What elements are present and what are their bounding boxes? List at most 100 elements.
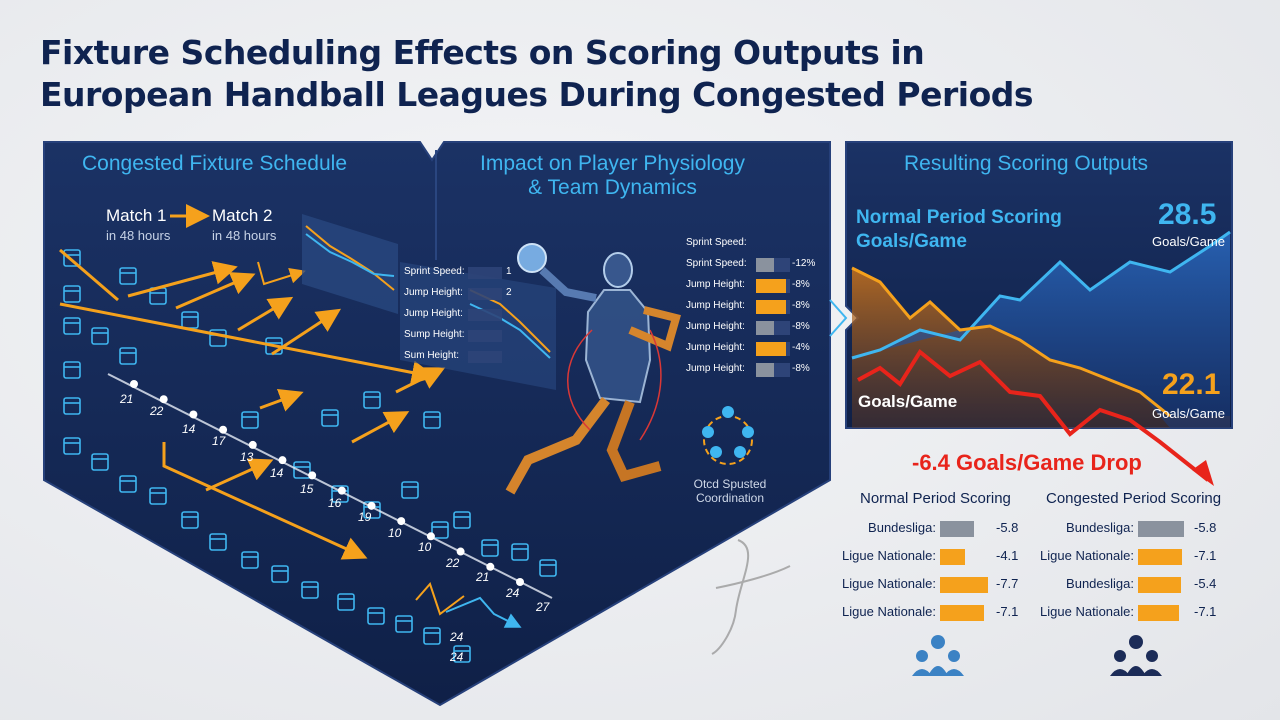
table-row-value: -5.8 xyxy=(996,520,1019,535)
physiology-heading: Impact on Player Physiology & Team Dynam… xyxy=(480,152,745,200)
congested-table-heading: Congested Period Scoring xyxy=(1046,490,1222,507)
table-row-value: -5.8 xyxy=(1194,520,1217,535)
player-torso xyxy=(584,289,652,404)
timeline-day-number: 24 xyxy=(506,586,520,600)
arrow-orange xyxy=(259,388,304,412)
timeline-day-number: 21 xyxy=(476,570,490,584)
arrow-orange xyxy=(395,367,446,394)
calendar-icon xyxy=(363,391,381,409)
title-line-2: European Handball Leagues During Congest… xyxy=(40,75,1034,114)
table-row-label: Bundesliga: xyxy=(868,520,936,535)
right-metric-label: Jump Height: xyxy=(686,342,745,353)
player-head xyxy=(603,252,633,288)
left-metric-bar xyxy=(468,330,502,342)
calendar-icon xyxy=(149,487,167,505)
physiology-chart-card xyxy=(400,262,556,390)
calendar-icon xyxy=(63,317,81,335)
timeline-dot xyxy=(397,517,406,526)
left-metric-bar xyxy=(468,351,502,363)
congested-area xyxy=(852,268,1230,428)
timeline-day-number: 14 xyxy=(270,466,284,480)
left-metric-label: Sprint Speed: xyxy=(404,266,465,277)
coordination-caption: Otcd Spusted Coordination xyxy=(690,477,770,505)
card-line-orange xyxy=(305,225,395,291)
calendar-icon xyxy=(401,481,419,499)
left-metric-label: Sump Height: xyxy=(404,329,465,340)
page-title: Fixture Scheduling Effects on Scoring Ou… xyxy=(40,32,1240,116)
right-metric-bar-fill xyxy=(756,342,786,356)
calendar-icon xyxy=(119,347,137,365)
timeline-day-number: 24 xyxy=(450,650,464,664)
arrow-orange xyxy=(59,302,436,385)
person-head xyxy=(1114,650,1126,662)
table-row-label: Ligue Nationale: xyxy=(842,576,936,591)
fatigue-chart-card xyxy=(302,214,398,314)
physiology-heading-line2: & Team Dynamics xyxy=(528,176,697,199)
table-row-label: Ligue Nationale: xyxy=(1040,548,1134,563)
timeline-day-number: 16 xyxy=(328,496,342,510)
table-row-value: -7.1 xyxy=(1194,604,1217,619)
timeline-dot xyxy=(308,471,317,480)
table-row-label: Ligue Nationale: xyxy=(1040,604,1134,619)
right-metric-value: -4% xyxy=(792,342,810,353)
table-row-bar xyxy=(1138,521,1184,537)
person-head xyxy=(742,426,754,438)
table-row-bar xyxy=(1138,605,1179,621)
calendar-icon xyxy=(539,559,557,577)
right-metric-bar-fill xyxy=(756,258,774,272)
right-metric-bar-fill xyxy=(756,321,774,335)
timeline-day-number: 15 xyxy=(300,482,314,496)
table-row-bar xyxy=(940,549,965,565)
person-head xyxy=(931,635,945,649)
match2-sub: in 48 hours xyxy=(212,228,277,243)
calendar-icon xyxy=(511,543,529,561)
normal-period-label-line2: Goals/Game xyxy=(856,231,967,252)
schedule-heading: Congested Fixture Schedule xyxy=(82,152,347,175)
connector-arrow xyxy=(829,299,848,337)
timeline-day-number: 17 xyxy=(212,434,226,448)
calendar-icon xyxy=(241,411,259,429)
left-metric-bar xyxy=(468,267,502,279)
timeline-day-number: 27 xyxy=(536,600,550,614)
handball-icon xyxy=(517,243,547,273)
player-leg-front xyxy=(606,400,662,482)
calendar-icon xyxy=(181,511,199,529)
timeline-dot xyxy=(159,395,168,404)
timeline-dot xyxy=(189,410,198,419)
player-arm-forward xyxy=(628,306,681,352)
timeline-dot xyxy=(130,380,138,388)
arrow-blue-small xyxy=(445,596,522,628)
timeline-day-number: 22 xyxy=(446,556,460,570)
match2-label: Match 2 xyxy=(212,206,273,225)
calendar-icon xyxy=(453,645,471,663)
people-icon-normal xyxy=(912,635,964,676)
person-head xyxy=(734,446,746,458)
table-row-bar xyxy=(940,605,984,621)
timeline-day-number: 13 xyxy=(240,450,254,464)
timeline-day-number: 10 xyxy=(388,526,402,540)
timeline-dot xyxy=(456,547,465,556)
table-bars xyxy=(940,521,1184,621)
normal-line xyxy=(851,230,1231,360)
timeline-day-number: 22 xyxy=(150,404,164,418)
congested-value: 22.1 xyxy=(1162,368,1221,401)
calendar-icon xyxy=(453,511,471,529)
normal-unit: Goals/Game xyxy=(1152,234,1225,249)
right-metric-value: -8% xyxy=(792,279,810,290)
left-metric-bars xyxy=(468,267,502,363)
calendar-icon xyxy=(423,411,441,429)
physiology-heading-line1: Impact on Player Physiology xyxy=(480,152,745,175)
timeline-dot xyxy=(367,501,376,510)
table-row-value: -7.7 xyxy=(996,576,1019,591)
table-row-value: -4.1 xyxy=(996,548,1019,563)
arrow-orange xyxy=(59,248,119,302)
coordination-line1: Otcd Spusted xyxy=(693,477,767,491)
right-metric-label: Jump Height: xyxy=(686,363,745,374)
arrow-orange-small xyxy=(257,261,306,286)
table-row-label: Ligue Nationale: xyxy=(842,604,936,619)
person-head xyxy=(702,426,714,438)
table-row-value: -7.1 xyxy=(996,604,1019,619)
calendar-icon xyxy=(63,397,81,415)
table-row-label: Ligue Nationale: xyxy=(842,548,936,563)
right-metric-label: Jump Height: xyxy=(686,300,745,311)
